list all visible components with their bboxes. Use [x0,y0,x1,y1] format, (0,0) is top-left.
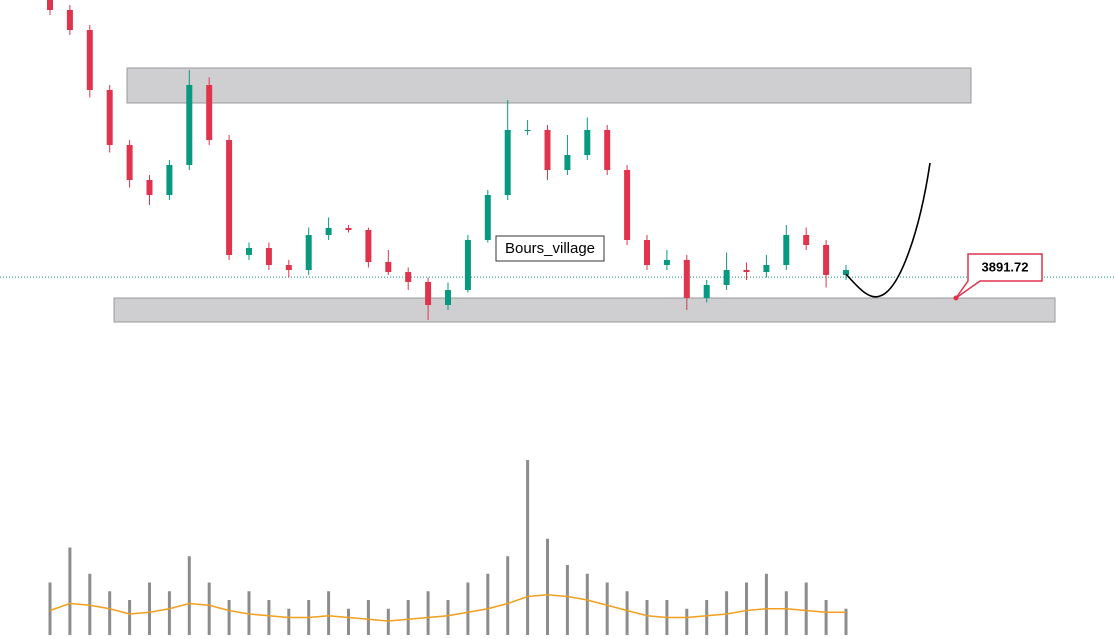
volume-bar [227,600,231,635]
volume-bar [207,582,211,635]
volume-bar [625,591,629,635]
volume-bar [287,608,291,635]
volume-bar [386,608,390,635]
volume-bar [347,608,350,635]
volume-bar [546,538,549,635]
annotation: Bours_village [505,240,595,257]
candle-body [803,235,810,245]
candle-body [146,180,153,195]
volume-bar [585,573,589,635]
volume-bar [784,591,788,635]
candle-body [723,270,730,285]
candle-body [544,130,551,170]
candle-body [584,130,591,155]
candle-body [504,130,511,195]
candle-body [445,290,451,305]
candle-body [663,260,670,265]
candle-body [703,285,710,298]
price-label: 3891.72 [982,259,1029,274]
volume-bar [406,600,410,635]
volume-bar [247,591,251,635]
candle-body [265,248,272,265]
candle-body [106,90,113,145]
candle-body [246,248,252,255]
candle-body [166,165,173,195]
candle-body [405,272,412,282]
candle-body [524,130,531,131]
candle-body [345,228,352,230]
volume-bar [565,565,569,635]
volume-bar [48,582,52,635]
candle-body [604,130,611,170]
volume-bar [725,591,729,635]
volume-bar [804,582,808,635]
candle-body [484,195,491,240]
candle-body [186,85,193,165]
volume-bar [844,608,848,635]
volume-bar [167,591,171,635]
volume-bar [446,600,450,635]
volume-bar [267,600,271,635]
candle-body [385,262,392,272]
volume-bar [88,573,92,635]
zone [126,67,972,104]
candle-body [86,30,93,90]
volume-bar [745,582,748,635]
candle-body [743,270,750,272]
volume-bar [426,591,430,635]
candle-body [226,140,233,255]
volume-bar [824,600,828,635]
candle-body [564,155,571,170]
volume-bar [764,573,768,635]
candle-body [66,10,73,30]
candle-body [425,282,432,305]
price-label-box [955,253,1043,299]
candle-body [624,170,631,240]
candle-body [206,85,213,140]
candle-body [464,240,471,290]
candle-body [305,235,312,270]
volume-bar [645,600,649,635]
candle-body [365,230,372,262]
volume-bar [685,608,689,635]
volume-bar [705,600,709,635]
volume-bar [526,460,530,635]
candle-body [644,240,650,265]
volume-bar [68,547,72,635]
zone [113,297,1056,323]
candle-body [47,0,53,10]
volume-bar [327,591,331,635]
volume-ma [49,593,846,622]
volume-bar [128,600,132,635]
candle-body [683,260,690,298]
volume-bar [187,556,191,635]
candle-body [823,245,830,275]
volume-bar [466,582,470,635]
candle-body [126,145,133,180]
annotation-box [495,235,605,262]
candle-body [325,228,332,235]
candle-body [843,270,849,275]
candle-body [763,265,770,272]
volume-bar [108,591,112,635]
candle-body [285,265,292,270]
volume-bar [605,582,609,635]
volume-bar [486,573,490,635]
volume-bar [148,582,151,635]
volume-bar [506,556,510,635]
projection-curve [845,162,931,298]
volume-bar [366,600,370,635]
candle-body [783,235,790,265]
